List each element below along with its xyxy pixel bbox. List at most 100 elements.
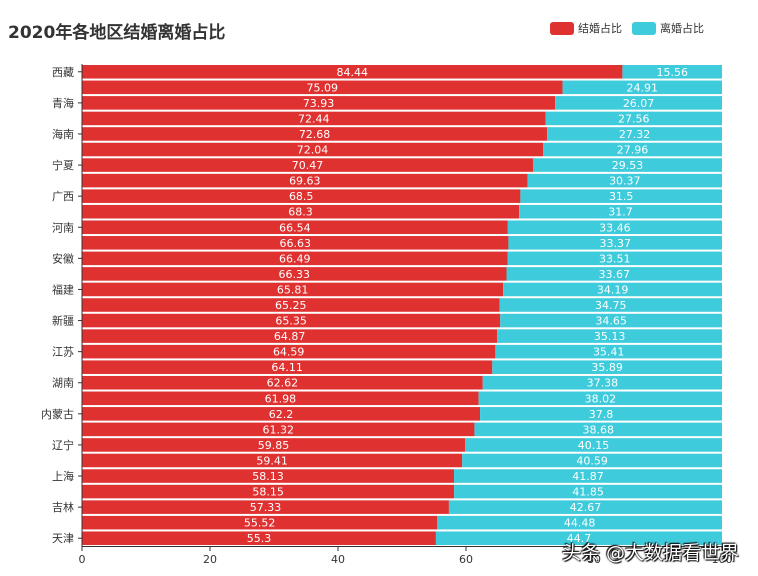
bar-marriage-5[interactable]: [82, 142, 544, 157]
category-label-20: 湖南: [52, 377, 74, 390]
data-label-divorce-2: 26.07: [623, 97, 655, 110]
bar-divorce-6[interactable]: [533, 158, 722, 172]
bar-divorce-5[interactable]: [543, 142, 722, 157]
data-label-marriage-23: 61.32: [262, 423, 294, 436]
bar-divorce-30[interactable]: [435, 531, 722, 545]
data-label-marriage-28: 57.33: [250, 501, 282, 514]
bar-divorce-10[interactable]: [507, 220, 722, 235]
bar-marriage-25[interactable]: [82, 453, 463, 468]
bar-divorce-2[interactable]: [555, 96, 722, 110]
data-label-divorce-22: 37.8: [589, 408, 614, 421]
bar-marriage-16[interactable]: [82, 313, 501, 328]
bar-marriage-28[interactable]: [82, 500, 449, 514]
watermark-text: 头条 @大数据看世界: [562, 542, 740, 564]
bar-marriage-3[interactable]: [82, 111, 546, 126]
bar-marriage-11[interactable]: [82, 236, 509, 250]
bar-divorce-26[interactable]: [454, 469, 722, 483]
bar-divorce-1[interactable]: [562, 80, 722, 95]
bar-marriage-24[interactable]: [82, 438, 466, 452]
bar-divorce-19[interactable]: [492, 360, 722, 374]
bar-divorce-20[interactable]: [482, 375, 722, 390]
bar-divorce-9[interactable]: [519, 204, 722, 219]
bar-marriage-8[interactable]: [82, 189, 521, 203]
data-label-divorce-27: 41.85: [572, 486, 604, 499]
data-label-divorce-23: 38.68: [582, 423, 614, 436]
bar-marriage-23[interactable]: [82, 422, 475, 437]
bar-marriage-30[interactable]: [82, 531, 436, 545]
data-label-marriage-10: 66.54: [279, 221, 311, 234]
data-label-marriage-2: 73.93: [303, 97, 335, 110]
bar-marriage-21[interactable]: [82, 391, 479, 406]
data-label-divorce-4: 27.32: [619, 128, 651, 141]
bar-divorce-18[interactable]: [495, 344, 722, 359]
data-label-marriage-22: 62.2: [269, 408, 294, 421]
chart-legend: 结婚占比 离婚占比: [550, 20, 714, 36]
data-label-divorce-1: 24.91: [627, 81, 659, 94]
bar-divorce-11[interactable]: [508, 236, 722, 250]
bar-divorce-25[interactable]: [462, 453, 722, 468]
bar-divorce-21[interactable]: [478, 391, 722, 406]
data-label-marriage-11: 66.63: [279, 237, 311, 250]
bar-marriage-0[interactable]: [82, 65, 623, 79]
data-label-marriage-17: 64.87: [274, 330, 306, 343]
x-tick-label-3: 60: [459, 553, 473, 566]
bar-marriage-2[interactable]: [82, 96, 556, 110]
bar-divorce-0[interactable]: [622, 65, 722, 79]
data-label-marriage-7: 69.63: [289, 175, 321, 188]
bar-divorce-3[interactable]: [545, 111, 722, 126]
data-label-divorce-13: 33.67: [599, 268, 631, 281]
bar-marriage-15[interactable]: [82, 298, 500, 312]
bar-marriage-26[interactable]: [82, 469, 455, 483]
bar-marriage-14[interactable]: [82, 282, 504, 297]
data-label-divorce-26: 41.87: [572, 470, 604, 483]
bar-marriage-12[interactable]: [82, 251, 508, 266]
bar-marriage-4[interactable]: [82, 127, 548, 141]
data-label-divorce-20: 37.38: [587, 377, 619, 390]
bar-divorce-7[interactable]: [527, 173, 722, 188]
bar-marriage-27[interactable]: [82, 484, 455, 499]
legend-swatch-divorce: [632, 21, 656, 35]
bar-divorce-27[interactable]: [454, 484, 722, 499]
data-label-marriage-27: 58.15: [252, 486, 284, 499]
bar-marriage-13[interactable]: [82, 267, 507, 281]
bar-divorce-17[interactable]: [497, 329, 722, 343]
data-label-marriage-25: 59.41: [256, 454, 288, 467]
category-label-28: 吉林: [52, 500, 74, 514]
legend-item-divorce[interactable]: 离婚占比: [632, 20, 704, 36]
data-label-divorce-11: 33.37: [599, 237, 631, 250]
category-label-4: 海南: [52, 127, 74, 141]
bar-divorce-12[interactable]: [507, 251, 722, 266]
data-label-divorce-25: 40.59: [576, 454, 608, 467]
bar-divorce-16[interactable]: [500, 313, 722, 328]
category-label-16: 新疆: [52, 314, 74, 328]
bar-divorce-8[interactable]: [520, 189, 722, 203]
bar-marriage-19[interactable]: [82, 360, 493, 374]
bar-marriage-7[interactable]: [82, 173, 528, 188]
bar-marriage-29[interactable]: [82, 515, 438, 530]
bar-divorce-4[interactable]: [547, 127, 722, 141]
bar-marriage-18[interactable]: [82, 344, 496, 359]
bar-divorce-22[interactable]: [480, 407, 722, 421]
bar-marriage-20[interactable]: [82, 375, 483, 390]
bar-marriage-1[interactable]: [82, 80, 563, 95]
category-label-2: 青海: [52, 96, 74, 110]
bar-marriage-10[interactable]: [82, 220, 508, 235]
bar-divorce-23[interactable]: [474, 422, 722, 437]
bar-divorce-15[interactable]: [499, 298, 722, 312]
bar-divorce-14[interactable]: [503, 282, 722, 297]
bar-marriage-6[interactable]: [82, 158, 534, 172]
bar-marriage-9[interactable]: [82, 204, 520, 219]
bar-divorce-28[interactable]: [448, 500, 722, 514]
bar-divorce-13[interactable]: [506, 267, 722, 281]
data-label-divorce-17: 35.13: [594, 330, 626, 343]
data-label-marriage-12: 66.49: [279, 252, 311, 265]
bar-divorce-29[interactable]: [437, 515, 722, 530]
x-tick-label-0: 0: [79, 553, 86, 566]
category-label-14: 福建: [52, 282, 74, 296]
bar-divorce-24[interactable]: [465, 438, 722, 452]
data-label-divorce-18: 35.41: [593, 346, 625, 359]
bar-marriage-17[interactable]: [82, 329, 498, 343]
legend-item-marriage[interactable]: 结婚占比: [550, 20, 622, 36]
bar-marriage-22[interactable]: [82, 407, 481, 421]
data-label-marriage-15: 65.25: [275, 299, 307, 312]
